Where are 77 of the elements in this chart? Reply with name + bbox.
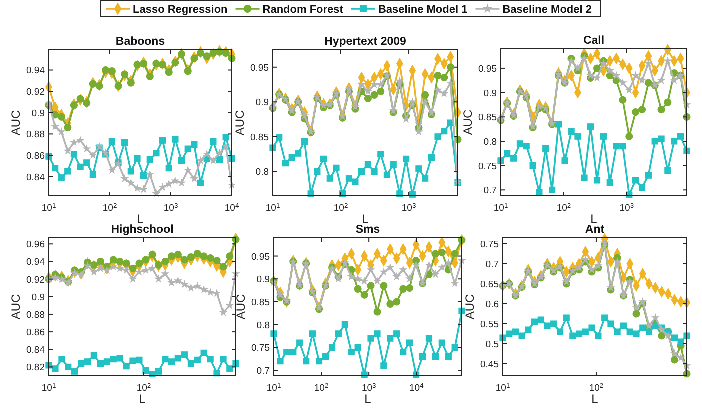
x-tick-label: 10$^{4}$ <box>409 382 424 394</box>
x-tick-label: 10$^{1}$ <box>266 382 282 394</box>
x-tick-label: 10$^{3}$ <box>620 202 634 214</box>
y-tick-label: 0.65 <box>480 280 499 290</box>
x-tick-label: 10$^{3}$ <box>164 202 178 214</box>
legend-label: Baseline Model 1 <box>378 4 468 16</box>
y-tick-label: 0.6 <box>486 300 499 310</box>
y-tick-label: 0.7 <box>484 186 497 197</box>
legend-label: Random Forest <box>262 4 344 16</box>
x-tick-label: 10$^{3}$ <box>402 202 416 214</box>
x-axis-title: L <box>590 212 598 226</box>
y-tick-label: 0.9 <box>256 274 270 286</box>
y-tick-label: 0.7 <box>256 366 270 378</box>
y-tick-label: 0.95 <box>478 64 497 75</box>
y-axis-title: AUC <box>461 110 475 136</box>
chart-title: Ant <box>585 224 605 236</box>
x-axis-title: L <box>362 212 370 226</box>
x-tick-label: 10$^{1}$ <box>496 382 510 394</box>
y-tick-label: 0.8 <box>256 320 270 332</box>
chart-title: Highschool <box>111 224 174 236</box>
y-tick-label: 0.88 <box>26 310 45 321</box>
y-tick-label: 0.86 <box>26 328 45 339</box>
y-tick-label: 0.84 <box>26 172 45 184</box>
y-tick-label: 0.94 <box>26 257 45 268</box>
chart-title: Call <box>583 35 605 47</box>
y-tick-label: 0.75 <box>252 343 270 354</box>
y-tick-label: 0.7 <box>486 260 499 270</box>
x-tick-label: 10$^{1}$ <box>42 202 56 214</box>
y-tick-label: 0.9 <box>32 108 45 120</box>
y-tick-label: 0.92 <box>26 87 45 98</box>
legend-label: Lasso Regression <box>133 4 228 16</box>
x-tick-label: 10$^{2}$ <box>589 382 604 394</box>
y-axis-title: AUC <box>9 294 23 320</box>
y-tick-label: 0.55 <box>480 320 499 330</box>
x-tick-label: 10$^{3}$ <box>362 382 377 394</box>
x-tick-label: 10$^{2}$ <box>102 202 118 214</box>
y-tick-label: 0.5 <box>486 340 499 350</box>
y-tick-label: 0.9 <box>256 98 269 109</box>
y-tick-label: 0.85 <box>478 112 497 124</box>
y-tick-label: 0.96 <box>26 240 45 251</box>
x-axis-title: L <box>139 392 146 406</box>
y-tick-label: 0.86 <box>26 151 45 162</box>
x-tick-label: 10$^{2}$ <box>556 202 572 214</box>
y-tick-label: 0.8 <box>484 136 497 148</box>
y-tick-label: 0.75 <box>478 161 497 172</box>
x-tick-label: 10$^{1}$ <box>494 202 508 214</box>
y-tick-label: 0.8 <box>256 167 269 178</box>
y-axis-title: AUC <box>9 110 23 136</box>
chart-title: Sms <box>356 224 380 236</box>
y-tick-label: 0.75 <box>480 240 499 250</box>
y-tick-label: 0.45 <box>480 360 499 370</box>
y-axis-title: AUC <box>233 110 247 136</box>
y-axis-title: AUC <box>234 294 248 320</box>
x-tick-label: 10$^{2}$ <box>334 202 348 214</box>
x-tick-label: 10$^{2}$ <box>136 382 152 394</box>
x-axis-title: L <box>592 392 599 406</box>
y-tick-label: 0.84 <box>26 345 45 356</box>
chart-title: Baboons <box>116 36 166 48</box>
y-tick-label: 0.9 <box>484 88 497 100</box>
y-tick-label: 0.88 <box>26 130 45 141</box>
y-tick-label: 0.85 <box>252 297 270 308</box>
x-tick-label: 10$^{1}$ <box>42 382 56 394</box>
y-tick-label: 0.92 <box>26 274 45 286</box>
x-tick-label: 10$^{1}$ <box>266 202 280 214</box>
x-tick-label: 10$^{2}$ <box>314 382 329 394</box>
chart-title: Hypertext 2009 <box>324 36 406 48</box>
x-tick-label: 10$^{4}$ <box>224 202 240 214</box>
y-tick-label: 0.94 <box>26 66 45 77</box>
y-axis-title: AUC <box>463 294 477 320</box>
y-tick-label: 0.82 <box>26 362 45 374</box>
legend-label: Baseline Model 2 <box>502 4 592 16</box>
x-axis-title: L <box>364 392 372 406</box>
y-tick-label: 0.9 <box>32 292 45 304</box>
y-tick-label: 0.95 <box>250 62 269 74</box>
y-tick-label: 0.95 <box>252 252 270 263</box>
x-axis-title: L <box>137 212 144 226</box>
y-tick-label: 0.85 <box>250 132 269 144</box>
